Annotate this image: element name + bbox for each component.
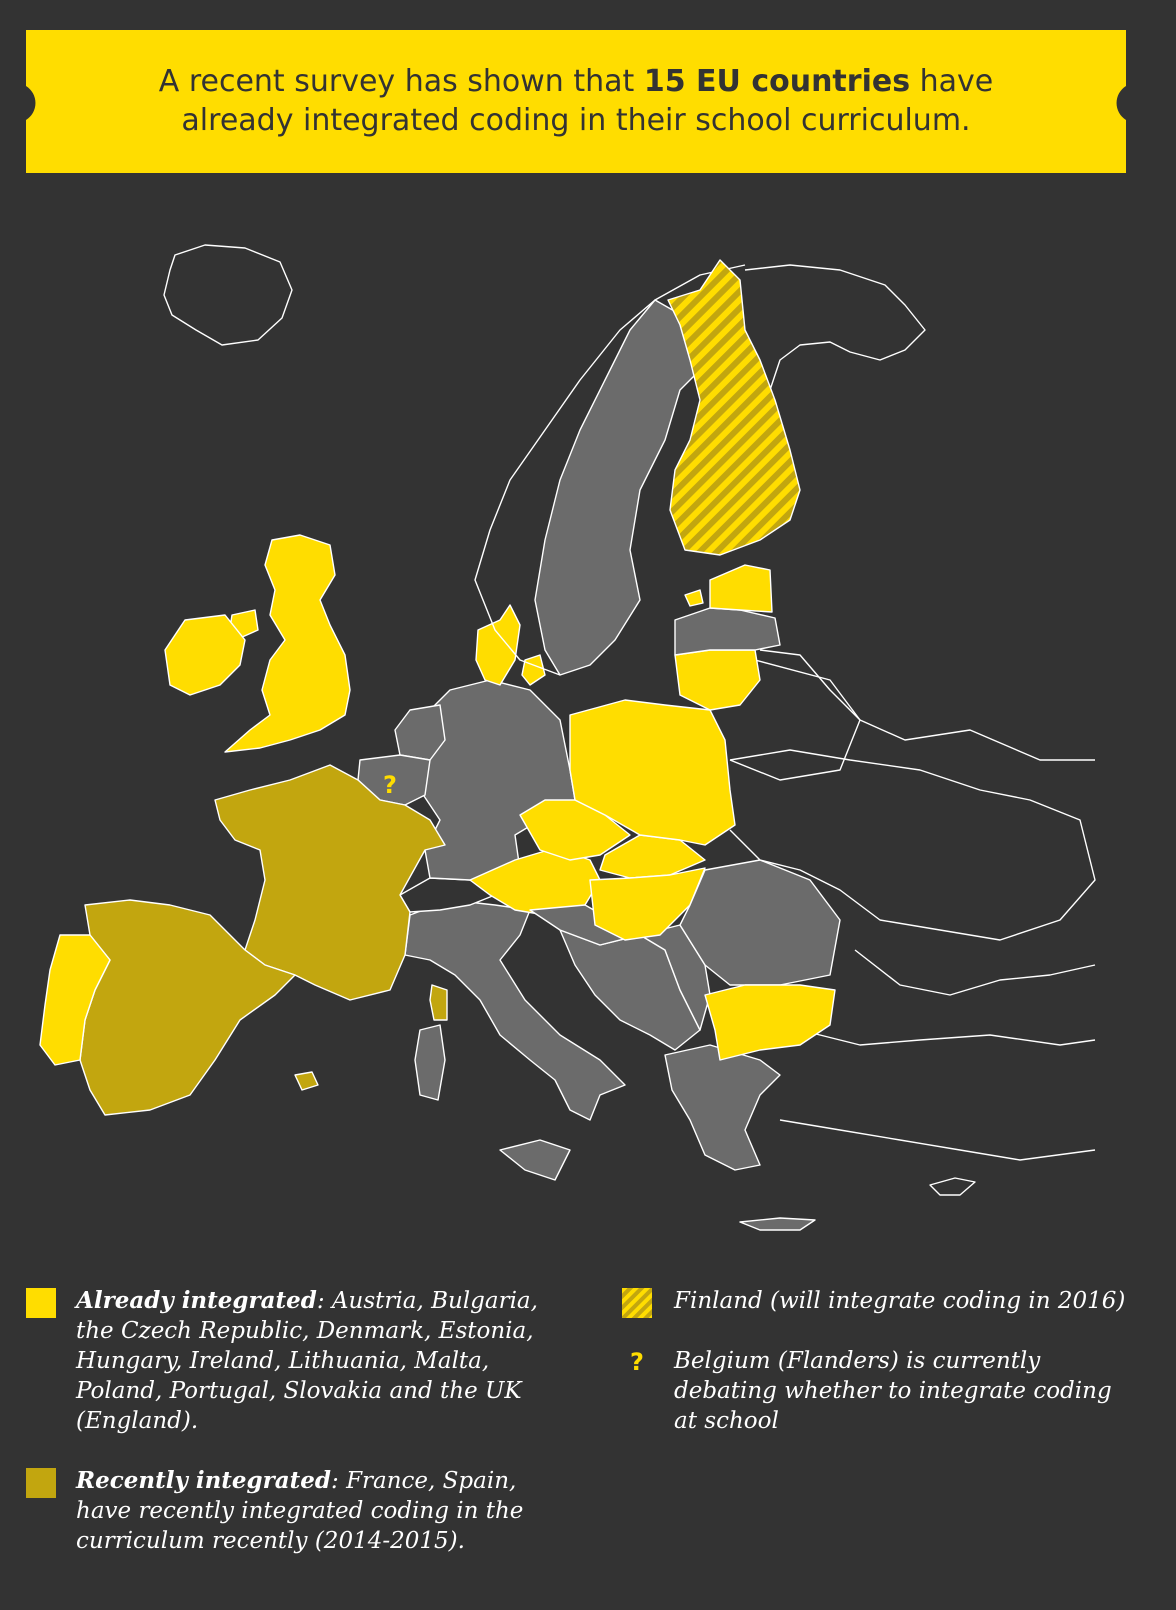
ireland (164, 614, 246, 696)
poland (569, 699, 736, 846)
sicily (499, 1139, 571, 1181)
legend-recently: Recently integrated: France, Spain, have… (76, 1467, 524, 1554)
iceland (163, 244, 293, 346)
denmark-zealand (521, 654, 546, 686)
black-sea-coast (854, 949, 1096, 996)
latvia (674, 607, 781, 656)
estonia (709, 564, 773, 613)
cyprus (929, 1177, 976, 1196)
legend-belgium: Belgium (Flanders) is currently debating… (674, 1348, 1112, 1434)
legend-finland: Finland (will integrate coding in 2016) (674, 1288, 1126, 1314)
legend-already: Already integrated: Austria, Bulgaria, t… (76, 1287, 538, 1434)
denmark-jutland (475, 604, 521, 686)
legend-swatch-recently (26, 1468, 56, 1498)
balearic-islands (294, 1071, 319, 1091)
czech-republic (519, 799, 631, 861)
sardinia (414, 1024, 446, 1101)
lithuania (674, 649, 761, 711)
legend-swatch-already (26, 1288, 56, 1318)
italy (404, 899, 626, 1121)
france (214, 764, 446, 1001)
turkey-south (779, 1119, 1096, 1161)
europe-map: ? (39, 244, 1096, 1231)
bulgaria (704, 984, 836, 1061)
legend-question-icon: ? (630, 1348, 644, 1376)
greece (664, 1044, 781, 1171)
header-banner: A recent survey has shown that 15 EU cou… (26, 30, 1126, 173)
corsica (429, 984, 448, 1021)
norway (474, 264, 746, 676)
russia-north (744, 264, 926, 391)
ukraine-outline (729, 749, 1096, 941)
finland (667, 259, 801, 556)
header-title: A recent survey has shown that 15 EU cou… (158, 64, 994, 138)
uk (224, 534, 351, 753)
belgium-question-icon: ? (383, 771, 397, 799)
turkey-outline (799, 1029, 1096, 1046)
sweden (534, 299, 701, 676)
portugal (39, 934, 111, 1066)
crete (739, 1217, 816, 1231)
belarus-outline (729, 659, 861, 781)
legend-swatch-hatched-icon (622, 1288, 652, 1318)
estonia-island (684, 589, 704, 607)
banner-shape (26, 30, 1126, 173)
east-border (759, 649, 1095, 761)
